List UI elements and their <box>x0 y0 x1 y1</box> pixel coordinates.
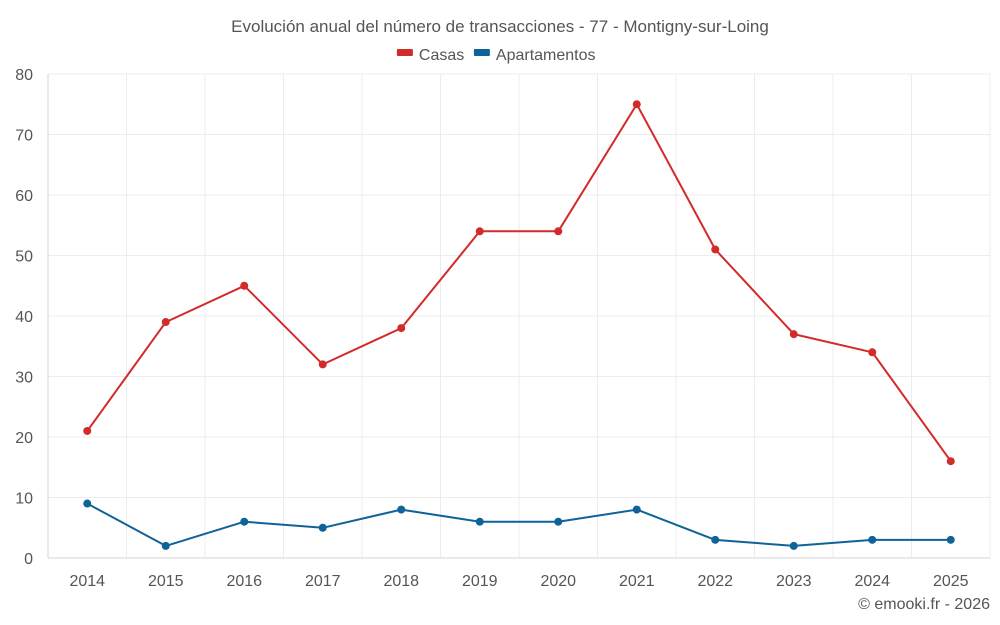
y-axis-ticks: 0 10 20 30 40 50 60 70 80 <box>15 67 33 568</box>
x-tick-label-2016: 2016 <box>226 573 262 590</box>
data-point-casas-2022[interactable] <box>711 245 720 254</box>
y-tick-label-20: 20 <box>15 430 33 447</box>
data-point-apartamentos-2021[interactable] <box>632 505 641 514</box>
data-point-casas-2023[interactable] <box>789 330 798 339</box>
x-tick-label-2015: 2015 <box>148 573 184 590</box>
data-point-casas-2020[interactable] <box>554 227 563 236</box>
y-tick-label-0: 0 <box>24 551 33 568</box>
y-tick-label-70: 70 <box>15 128 33 145</box>
data-point-apartamentos-2025[interactable] <box>946 535 955 544</box>
x-tick-label-2025: 2025 <box>933 573 969 590</box>
y-tick-label-50: 50 <box>15 249 33 266</box>
data-point-apartamentos-2015[interactable] <box>161 541 170 550</box>
data-point-casas-2024[interactable] <box>868 348 877 357</box>
y-tick-label-80: 80 <box>15 67 33 84</box>
y-tick-label-30: 30 <box>15 370 33 387</box>
series-layer <box>83 100 955 550</box>
data-point-casas-2025[interactable] <box>946 457 955 466</box>
data-point-casas-2019[interactable] <box>475 227 484 236</box>
data-point-casas-2015[interactable] <box>161 318 170 327</box>
x-tick-label-2018: 2018 <box>383 573 419 590</box>
series-line-casas <box>86 103 952 462</box>
x-tick-label-2019: 2019 <box>462 573 498 590</box>
y-gridlines <box>47 73 990 559</box>
data-point-apartamentos-2022[interactable] <box>711 535 720 544</box>
legend-swatch-casas <box>396 49 413 56</box>
legend-swatch-apartamentos <box>473 49 490 56</box>
series-line-apartamentos <box>86 502 951 547</box>
data-point-apartamentos-2018[interactable] <box>397 505 406 514</box>
y-tick-label-10: 10 <box>15 491 33 508</box>
y-tick-label-60: 60 <box>15 188 33 205</box>
x-tick-label-2014: 2014 <box>69 573 105 590</box>
x-tick-label-2021: 2021 <box>619 573 655 590</box>
chart-title: Evolución anual del número de transaccio… <box>231 17 769 36</box>
data-point-casas-2014[interactable] <box>83 426 92 435</box>
data-point-apartamentos-2024[interactable] <box>868 535 877 544</box>
x-axis-ticks: 2014 2015 2016 2017 2018 2019 2020 2021 2022 2023… <box>69 573 968 590</box>
data-point-casas-2016[interactable] <box>240 281 249 290</box>
legend: Casas Apartamentos <box>396 47 596 64</box>
legend-item-apartamentos[interactable]: Apartamentos <box>496 47 596 64</box>
data-point-apartamentos-2016[interactable] <box>240 517 249 526</box>
x-tick-label-2020: 2020 <box>540 573 576 590</box>
x-tick-label-2017: 2017 <box>305 573 341 590</box>
x-tick-label-2022: 2022 <box>697 573 733 590</box>
data-point-apartamentos-2014[interactable] <box>83 499 92 508</box>
x-tick-label-2024: 2024 <box>854 573 890 590</box>
legend-item-casas[interactable]: Casas <box>419 47 464 64</box>
data-point-casas-2018[interactable] <box>397 324 406 333</box>
data-point-apartamentos-2020[interactable] <box>554 517 563 526</box>
credit-text: © emooki.fr - 2026 <box>858 596 990 613</box>
x-tick-label-2023: 2023 <box>776 573 812 590</box>
data-point-apartamentos-2017[interactable] <box>318 523 327 532</box>
data-point-casas-2017[interactable] <box>318 360 327 369</box>
y-tick-label-40: 40 <box>15 309 33 326</box>
data-point-apartamentos-2023[interactable] <box>789 541 798 550</box>
data-point-casas-2021[interactable] <box>632 100 641 109</box>
data-point-apartamentos-2019[interactable] <box>475 517 484 526</box>
